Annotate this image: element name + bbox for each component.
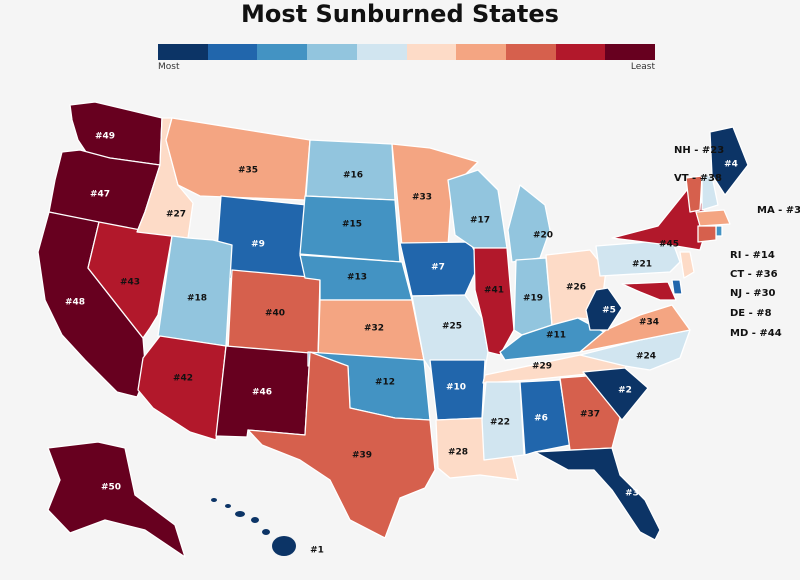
state-ma — [695, 209, 731, 227]
hawaii-island — [272, 536, 296, 556]
state-ms — [481, 381, 525, 461]
hawaii-island — [262, 529, 270, 535]
callout-de: DE - #8 — [730, 308, 772, 319]
legend-least-label: Least — [630, 62, 655, 72]
callout-ri: RI - #14 — [730, 250, 775, 261]
rank-label-me: #4 — [724, 160, 738, 170]
state-ct — [697, 225, 717, 243]
rank-label-ny: #45 — [659, 240, 679, 250]
rank-label-ak: #50 — [101, 483, 121, 493]
legend-swatch — [605, 44, 656, 60]
state-ak — [47, 441, 186, 558]
rank-label-la: #28 — [448, 448, 468, 458]
state-sc — [582, 367, 649, 421]
rank-label-az: #42 — [173, 374, 193, 384]
hawaii-island — [225, 504, 231, 508]
legend-color-bar — [158, 44, 656, 60]
callout-nj: NJ - #30 — [730, 288, 776, 299]
rank-label-nm: #46 — [252, 388, 272, 398]
state-ia — [399, 241, 481, 297]
rank-label-ga: #37 — [580, 410, 600, 420]
state-hi — [211, 498, 296, 556]
rank-label-in: #19 — [523, 294, 543, 304]
callout-ct: CT - #36 — [730, 269, 778, 280]
legend-swatch — [307, 44, 357, 60]
rank-label-id: #27 — [166, 210, 186, 220]
state-md — [621, 281, 677, 301]
rank-label-wi: #17 — [470, 216, 490, 226]
rank-label-il: #41 — [484, 286, 504, 296]
state-nh — [701, 175, 719, 211]
state-ri — [715, 225, 723, 237]
state-vt — [685, 175, 703, 213]
rank-label-tn: #29 — [532, 362, 552, 372]
state-nj — [679, 251, 695, 279]
state-mo — [411, 294, 489, 373]
rank-label-oh: #26 — [566, 283, 586, 293]
rank-label-ar: #10 — [446, 383, 466, 393]
rank-label-or: #47 — [90, 190, 110, 200]
legend-swatch — [406, 44, 457, 60]
callout-vt: VT - #38 — [674, 173, 722, 184]
rank-label-pa: #21 — [632, 260, 652, 270]
rank-label-tx: #39 — [352, 451, 372, 461]
rank-label-ks: #32 — [364, 324, 384, 334]
rank-label-va: #34 — [639, 318, 659, 328]
rank-label-co: #40 — [265, 309, 285, 319]
hawaii-island — [251, 517, 259, 523]
rank-label-nv: #43 — [120, 278, 140, 288]
rank-label-wa: #49 — [95, 132, 115, 142]
state-mi — [507, 184, 551, 263]
rank-label-ut: #18 — [187, 294, 207, 304]
legend-swatch — [505, 44, 556, 60]
state-wi — [447, 169, 508, 249]
rank-label-nd: #16 — [343, 171, 363, 181]
legend-swatch — [456, 44, 506, 60]
rank-label-ky: #11 — [546, 331, 566, 341]
legend-swatch — [158, 44, 208, 60]
state-me — [709, 126, 749, 196]
legend-swatch — [257, 44, 308, 60]
rank-label-nc: #24 — [636, 352, 656, 362]
rank-label-wy: #9 — [251, 240, 265, 250]
state-wv — [585, 287, 623, 331]
rank-label-ia: #7 — [431, 263, 445, 273]
state-az — [137, 335, 227, 441]
rank-label-ca: #48 — [65, 298, 85, 308]
rank-label-al: #6 — [534, 414, 548, 424]
rank-label-mn: #33 — [412, 193, 432, 203]
hawaii-island — [235, 511, 245, 517]
rank-label-ms: #22 — [490, 418, 510, 428]
state-tx — [247, 351, 436, 539]
rank-label-ok: #12 — [375, 378, 395, 388]
rank-label-wv: #5 — [602, 306, 616, 316]
legend-swatch — [555, 44, 606, 60]
state-ut — [157, 235, 233, 347]
legend-swatch — [356, 44, 407, 60]
map-title: Most Sunburned States — [241, 0, 559, 28]
rank-label-sd: #15 — [342, 220, 362, 230]
rank-label-fl: #3 — [625, 489, 639, 499]
rank-label-mo: #25 — [442, 322, 462, 332]
state-mt — [165, 117, 311, 201]
rank-label-sc: #2 — [618, 386, 632, 396]
hawaii-island — [211, 498, 217, 502]
callout-ma: MA - #31 — [757, 205, 800, 216]
state-al — [519, 379, 571, 456]
state-il — [473, 247, 515, 356]
rank-label-hi: #1 — [310, 546, 324, 556]
legend-most-label: Most — [158, 62, 180, 72]
legend-swatch — [207, 44, 258, 60]
state-de — [671, 279, 683, 295]
rank-label-mi: #20 — [533, 231, 553, 241]
state-fl — [534, 447, 661, 541]
rank-label-ne: #13 — [347, 273, 367, 283]
callout-nh: NH - #23 — [674, 145, 724, 156]
rank-label-mt: #35 — [238, 166, 258, 176]
color-legend: Most Least — [158, 44, 656, 74]
callout-md: MD - #44 — [730, 328, 782, 339]
